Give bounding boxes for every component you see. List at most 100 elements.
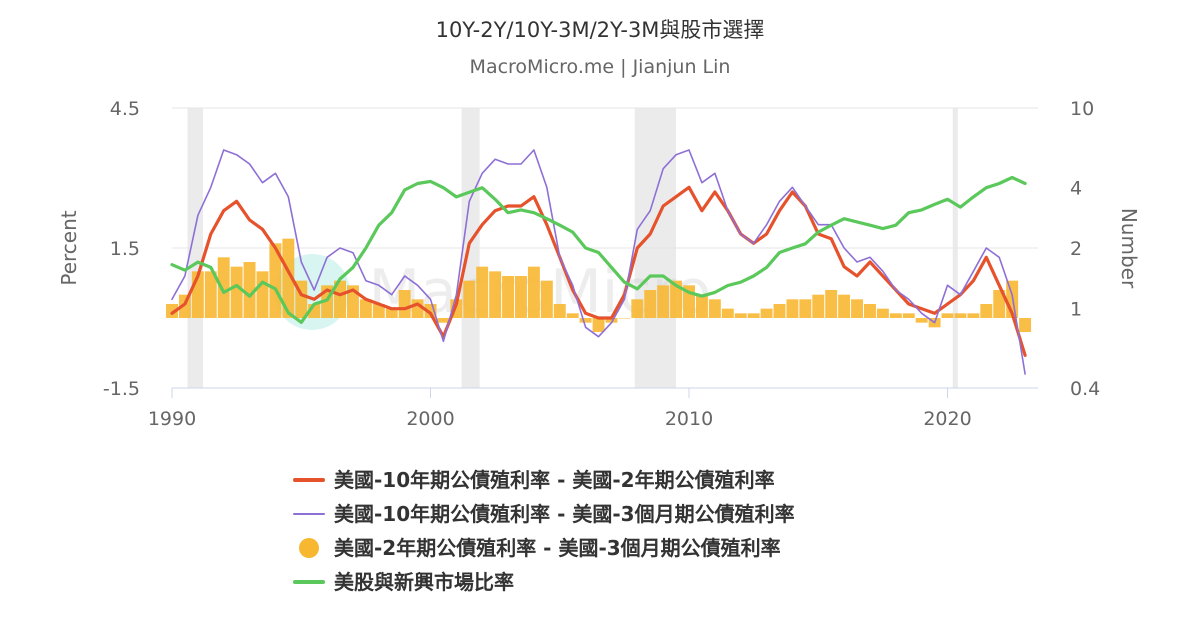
bar-2y-3m: [941, 313, 954, 318]
legend-line-red: [293, 478, 325, 482]
series-line-3: [170, 175, 1027, 324]
y-right-tick-label: 1: [1070, 298, 1082, 320]
bar-2y-3m: [398, 290, 411, 318]
bar-2y-3m: [721, 308, 734, 318]
bar-2y-3m: [915, 318, 928, 323]
bar-2y-3m: [708, 299, 721, 318]
bar-2y-3m: [308, 304, 321, 318]
bar-2y-3m: [864, 304, 876, 318]
y-right-tick-label: 0.4: [1070, 378, 1100, 400]
bar-2y-3m: [980, 304, 993, 318]
bar-2y-3m: [295, 280, 308, 318]
bar-2y-3m: [553, 304, 566, 318]
bar-2y-3m: [359, 299, 372, 318]
x-tick-label: 2010: [665, 408, 713, 430]
bar-2y-3m: [799, 299, 812, 318]
bar-2y-3m: [540, 280, 553, 318]
bar-2y-3m: [670, 280, 683, 318]
bar-2y-3m: [592, 318, 605, 332]
bar-2y-3m: [450, 299, 463, 318]
bar-2y-3m: [515, 276, 527, 318]
bar-2y-3m: [747, 313, 760, 318]
bar-2y-3m: [230, 266, 243, 318]
bar-2y-3m: [838, 294, 851, 318]
bar-2y-3m: [502, 276, 515, 318]
bar-2y-3m: [217, 257, 230, 318]
y-right-axis-label: Number: [1117, 208, 1141, 289]
bar-2y-3m: [773, 304, 786, 318]
y-left-tick-label: -1.5: [103, 378, 140, 400]
axes: 4.5 1.5 -1.5 10 4 2 1 0.4 1990 2000 2010 2020: [103, 98, 1100, 430]
bar-2y-3m: [204, 271, 217, 318]
bar-2y-3m: [1019, 318, 1032, 332]
bar-2y-3m: [437, 318, 450, 323]
bar-2y-3m: [282, 238, 295, 318]
bar-2y-3m: [191, 271, 204, 318]
bar-2y-3m: [786, 299, 799, 318]
bar-2y-3m: [993, 290, 1006, 318]
bar-2y-3m: [346, 285, 359, 318]
bar-2y-3m: [243, 262, 256, 318]
bar-2y-3m: [954, 313, 967, 318]
bar-2y-3m: [527, 266, 540, 318]
x-tick-label: 2000: [406, 408, 454, 430]
bar-2y-3m: [631, 299, 644, 318]
bar-2y-3m: [334, 280, 346, 318]
y-left-tick-label: 1.5: [110, 238, 140, 260]
bar-2y-3m: [734, 313, 747, 318]
bar-2y-3m: [476, 266, 489, 318]
bar-2y-3m: [372, 304, 385, 318]
bar-2y-3m: [385, 308, 398, 318]
bar-2y-3m: [683, 285, 695, 318]
legend: 美國-10年期公債殖利率 - 美國-2年期公債殖利率 美國-10年期公債殖利率 …: [290, 463, 795, 599]
bar-2y-3m: [876, 308, 889, 318]
y-left-axis-label: Percent: [57, 210, 81, 285]
legend-label: 美國-10年期公債殖利率 - 美國-2年期公債殖利率: [334, 468, 775, 492]
x-tick-label: 2020: [923, 408, 971, 430]
bar-2y-3m: [605, 318, 618, 323]
legend-item-10y-2y[interactable]: 美國-10年期公債殖利率 - 美國-2年期公債殖利率: [290, 463, 795, 497]
series-line-0: [170, 185, 1027, 357]
bar-2y-3m: [178, 294, 191, 318]
bar-2y-3m: [256, 271, 269, 318]
bar-2y-3m: [967, 313, 980, 318]
bar-2y-3m: [644, 290, 657, 318]
bar-2y-3m: [166, 304, 178, 318]
x-tick-label: 1990: [148, 408, 196, 430]
bar-2y-3m: [760, 308, 773, 318]
bar-2y-3m: [463, 280, 476, 318]
bar-2y-3m: [695, 294, 708, 318]
chart-title: 10Y-2Y/10Y-3M/2Y-3M與股市選擇: [435, 18, 765, 42]
legend-label: 美股與新興市場比率: [334, 570, 514, 594]
bar-2y-3m: [424, 304, 437, 318]
y-right-tick-label: 10: [1070, 98, 1094, 120]
legend-label: 美國-2年期公債殖利率 - 美國-3個月期公債殖利率: [334, 536, 781, 560]
legend-item-2y-3m[interactable]: 美國-2年期公債殖利率 - 美國-3個月期公債殖利率: [290, 531, 795, 565]
legend-item-10y-3m[interactable]: 美國-10年期公債殖利率 - 美國-3個月期公債殖利率: [290, 497, 795, 531]
y-right-tick-label: 2: [1070, 238, 1082, 260]
grid-lines: [172, 107, 1038, 389]
legend-label: 美國-10年期公債殖利率 - 美國-3個月期公債殖利率: [334, 502, 795, 526]
series-line-1: [171, 149, 1026, 375]
bar-2y-3m: [889, 313, 902, 318]
bar-2y-3m: [489, 271, 502, 318]
bar-2y-3m: [825, 290, 838, 318]
bar-2y-3m: [269, 243, 282, 318]
bar-2y-3m: [657, 285, 670, 318]
bar-2y-3m: [579, 318, 592, 323]
y-right-tick-label: 4: [1070, 178, 1082, 200]
y-left-tick-label: 4.5: [110, 98, 140, 120]
bar-2y-3m: [851, 299, 864, 318]
bar-2y-3m: [902, 313, 915, 318]
bar-2y-3m: [566, 313, 579, 318]
legend-dot-orange: [299, 538, 319, 558]
legend-line-purple: [293, 513, 325, 515]
bar-2y-3m: [618, 318, 631, 319]
legend-item-us-em-ratio[interactable]: 美股與新興市場比率: [290, 565, 795, 599]
chart-subtitle: MacroMicro.me | Jianjun Lin: [469, 56, 731, 78]
legend-line-green: [293, 580, 325, 584]
bar-2y-3m: [812, 294, 825, 318]
bar-2y-3m: [411, 299, 424, 318]
